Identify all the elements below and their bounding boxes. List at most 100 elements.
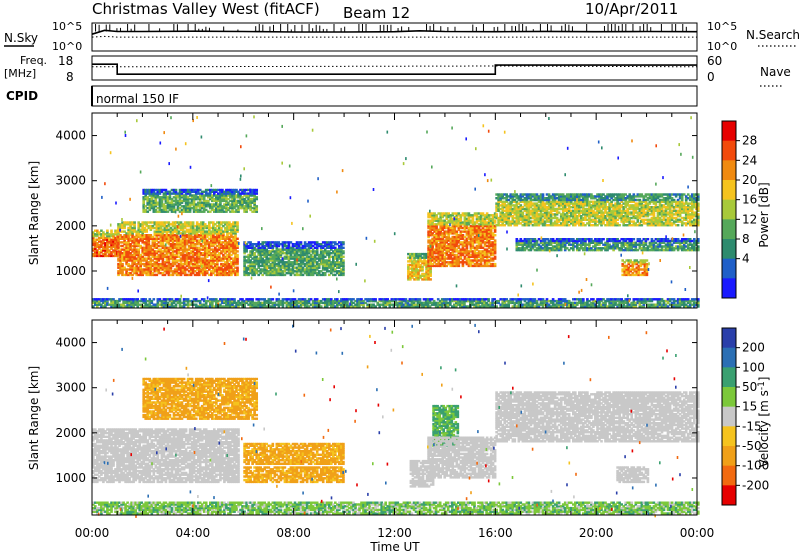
range-cell <box>148 208 152 212</box>
range-cell <box>232 226 235 230</box>
range-cell <box>165 259 169 262</box>
range-cell <box>149 271 153 275</box>
range-cell <box>169 228 173 232</box>
range-cell <box>98 238 101 241</box>
range-cell <box>137 232 141 235</box>
range-cell <box>153 244 157 248</box>
range-cell <box>169 244 173 248</box>
range-cell <box>179 270 183 273</box>
range-cell <box>183 259 187 262</box>
range-cell <box>220 223 223 226</box>
range-cell <box>218 234 221 237</box>
range-cell <box>214 253 217 257</box>
range-cell <box>155 226 159 230</box>
range-cell <box>135 235 139 239</box>
range-cell <box>217 188 220 192</box>
range-cell <box>189 255 193 259</box>
range-cell <box>131 259 134 262</box>
range-cell <box>192 199 196 203</box>
range-cell <box>149 244 153 248</box>
range-cell <box>135 271 139 275</box>
range-cell <box>96 238 99 241</box>
range-cell <box>230 271 233 275</box>
range-cell <box>183 235 187 239</box>
range-cell <box>214 232 217 235</box>
range-cell <box>243 199 246 203</box>
range-cell <box>194 197 198 201</box>
range-cell <box>249 208 252 212</box>
range-cell <box>235 199 238 203</box>
range-cell <box>187 230 191 233</box>
range-cell <box>234 273 237 277</box>
range-cell <box>216 255 219 259</box>
range-cell <box>144 205 148 208</box>
range-cell <box>210 273 213 277</box>
range-cell <box>145 237 149 241</box>
range-cell <box>165 241 169 244</box>
range-cell <box>194 210 198 213</box>
range-cell <box>155 264 159 268</box>
range-cell <box>203 241 207 244</box>
range-cell <box>216 250 219 253</box>
range-cell <box>145 250 149 253</box>
range-cell <box>234 257 237 260</box>
range-cell <box>144 196 148 199</box>
range-cell <box>186 188 190 192</box>
range-cell <box>175 237 179 241</box>
range-cell <box>139 234 143 237</box>
range-cell <box>195 257 199 260</box>
range-cell <box>175 270 179 273</box>
range-cell <box>119 224 122 228</box>
range-cell <box>214 268 217 271</box>
range-cell <box>218 235 221 239</box>
range-cell <box>127 273 130 277</box>
range-cell <box>98 247 101 250</box>
range-cell <box>231 188 234 192</box>
range-cell <box>102 242 105 245</box>
range-cell <box>145 268 149 271</box>
range-cell <box>155 266 159 269</box>
range-cell <box>172 190 176 194</box>
range-cell <box>212 252 215 255</box>
range-cell <box>198 192 202 195</box>
range-cell <box>181 271 185 275</box>
range-cell <box>219 199 222 203</box>
range-cell <box>169 257 173 260</box>
range-cell <box>117 252 120 255</box>
range-cell <box>190 188 194 192</box>
range-cell <box>207 199 210 203</box>
range-cell <box>177 262 181 266</box>
range-cell <box>145 273 149 277</box>
range-cell <box>135 264 139 268</box>
range-cell <box>228 248 231 251</box>
range-cell <box>208 248 211 251</box>
range-cell <box>198 197 202 201</box>
range-cell <box>106 242 109 245</box>
range-cell <box>210 239 213 242</box>
range-cell <box>183 243 187 246</box>
range-cell <box>198 199 202 203</box>
range-cell <box>110 252 113 256</box>
power-cells <box>92 115 700 308</box>
range-cell <box>158 190 162 194</box>
range-cell <box>218 268 221 271</box>
range-cell <box>178 190 182 194</box>
range-cell <box>164 192 168 195</box>
range-cell <box>192 203 196 206</box>
range-cell <box>153 234 157 237</box>
range-cell <box>245 203 248 206</box>
range-cell <box>168 196 172 199</box>
range-cell <box>171 235 175 239</box>
range-cell <box>224 243 227 246</box>
range-cell <box>161 262 165 266</box>
range-cell <box>123 241 126 244</box>
range-cell <box>98 243 101 247</box>
range-cell <box>151 224 155 228</box>
range-cell <box>216 270 219 273</box>
range-cell <box>121 230 124 233</box>
range-cell <box>121 264 124 268</box>
range-cell <box>214 223 217 226</box>
range-cell <box>154 210 158 213</box>
range-cell <box>241 205 244 208</box>
range-cell <box>186 196 190 199</box>
